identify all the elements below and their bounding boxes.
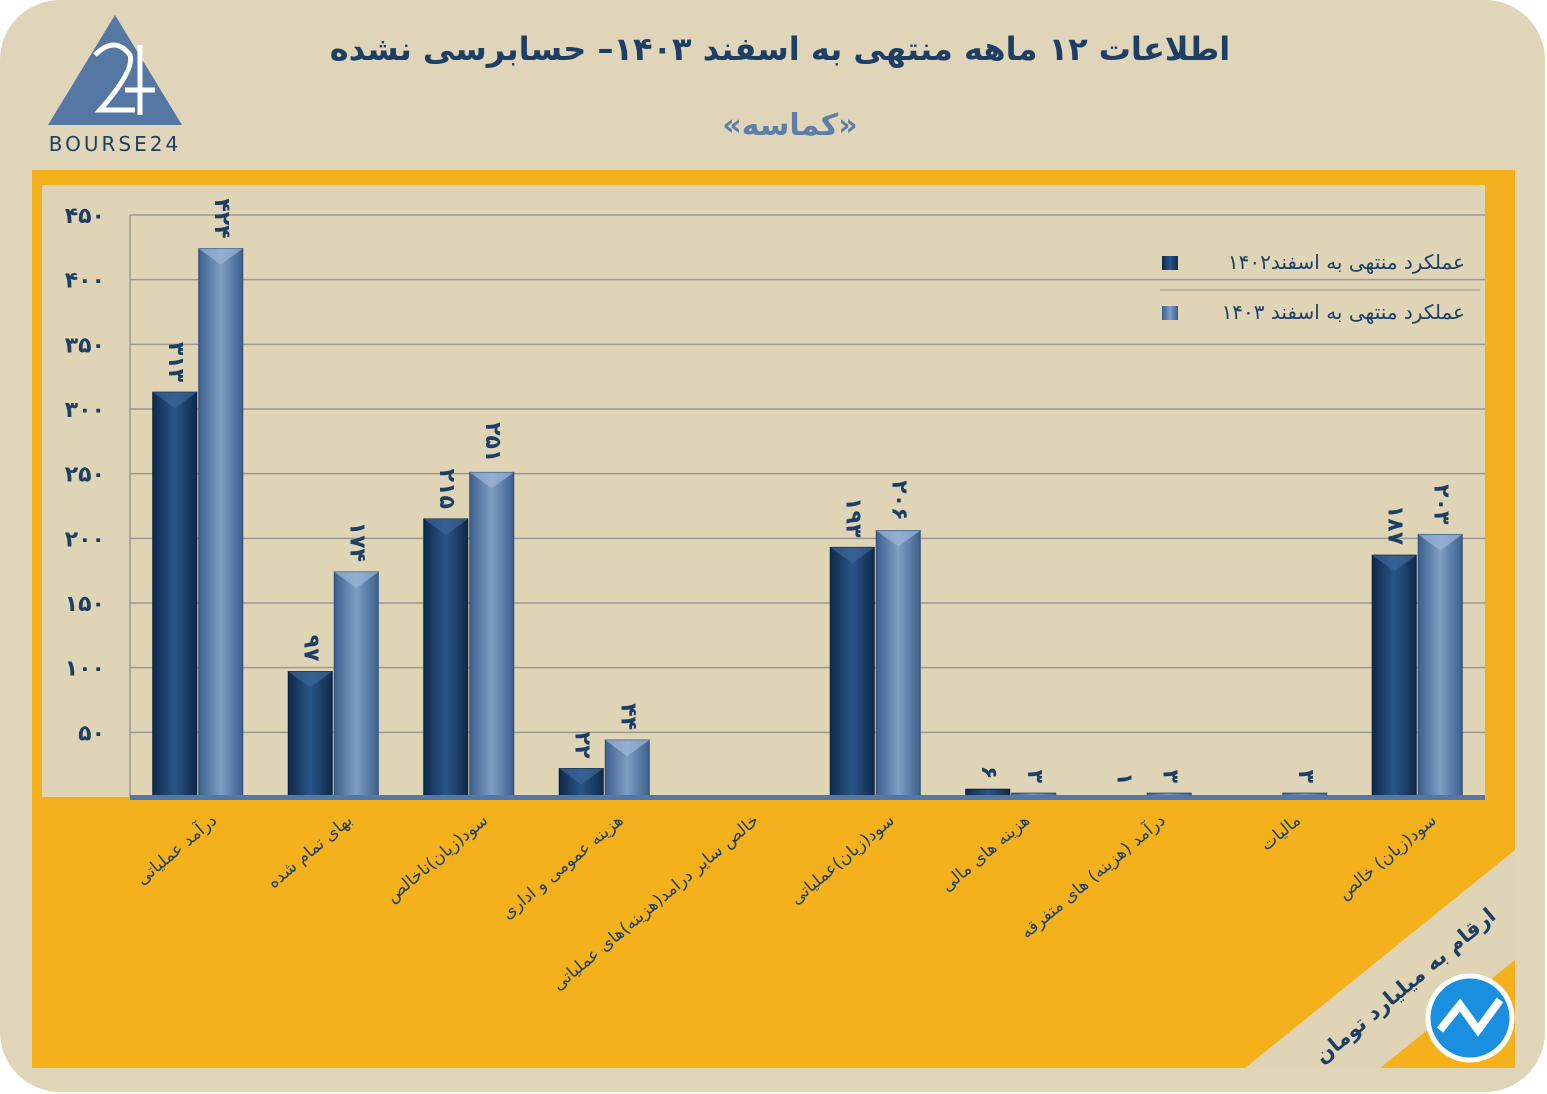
- legend-swatch: [1162, 306, 1178, 320]
- logo-text: BOURSE24: [48, 132, 182, 156]
- y-tick-label: ۳۵۰: [65, 333, 105, 358]
- data-label: ۱۷۴: [344, 522, 369, 562]
- data-label: ۳: [1022, 770, 1047, 784]
- bar: [333, 571, 379, 798]
- data-label: ۲۲: [569, 732, 594, 759]
- x-tick-label: سود(زیان) خالص: [1334, 811, 1440, 904]
- legend-swatch: [1162, 256, 1178, 270]
- y-tick-label: ۲۰۰: [65, 527, 105, 552]
- y-tick-label: ۴۰۰: [65, 269, 105, 294]
- bar: [829, 546, 875, 798]
- bar: [287, 671, 333, 798]
- data-label: ۳: [1293, 770, 1318, 784]
- bar: [469, 471, 515, 798]
- data-label: ۲۱۵: [434, 469, 459, 509]
- x-tick-label: هزینه های مالی: [937, 811, 1034, 897]
- bar: [152, 391, 198, 798]
- trend-arrow-icon: [1436, 997, 1504, 1037]
- bar-bevel: [830, 547, 875, 564]
- data-label: ۳: [1157, 770, 1182, 784]
- data-label: ۲۰۶: [886, 480, 911, 520]
- bar: [875, 530, 921, 798]
- data-label: ۹۷: [298, 635, 323, 662]
- bar-bevel: [559, 768, 604, 785]
- data-label: ۲۰۳: [1428, 484, 1453, 525]
- bar-bevel: [152, 392, 197, 409]
- bar-bevel: [1418, 534, 1463, 551]
- data-label: ۱۸۷: [1382, 505, 1407, 546]
- bar-bevel: [288, 671, 333, 688]
- y-tick-label: ۱۵۰: [65, 592, 105, 617]
- x-tick-label: درآمد (هزینه) های متفرقه: [1016, 809, 1170, 943]
- data-label: ۱۹۳: [840, 497, 865, 538]
- bar: [423, 518, 469, 798]
- x-tick-label: هزینه عمومی و اداری: [498, 811, 628, 924]
- page-title: اطلاعات ۱۲ ماهه منتهی به اسفند ۱۴۰۳– حسا…: [329, 30, 1231, 68]
- legend-label: عملکرد منتهی به اسفند ۱۴۰۳: [1222, 300, 1465, 324]
- legend-label: عملکرد منتهی به اسفند۱۴۰۲: [1228, 250, 1465, 274]
- x-tick-label: درآمد عملیاتی: [131, 809, 221, 889]
- y-tick-label: ۵۰: [78, 721, 105, 746]
- x-tick-label: سود(زیان)عملیاتی: [787, 811, 899, 909]
- x-tick-label: مالیات: [1257, 811, 1305, 856]
- x-axis: [130, 795, 1485, 800]
- bar-bevel: [876, 530, 921, 547]
- data-label: ۲۵۱: [480, 422, 505, 462]
- y-tick-label: ۱۰۰: [65, 657, 105, 682]
- y-tick-label: ۴۵۰: [65, 204, 105, 229]
- data-label: ۴۴: [615, 703, 640, 730]
- x-tick-label: بهای تمام شده: [264, 811, 357, 893]
- bar-bevel: [423, 518, 468, 535]
- bar-bevel: [334, 571, 379, 588]
- y-tick-label: ۲۵۰: [65, 463, 105, 488]
- bar: [1371, 554, 1417, 798]
- plot-area: [42, 185, 1485, 797]
- data-label: ۴۲۴: [209, 198, 234, 238]
- bar: [1417, 533, 1463, 798]
- y-tick-label: ۳۰۰: [65, 398, 105, 423]
- x-tick-label: سود(زیان)ناخالص: [383, 811, 492, 907]
- bar-bevel: [469, 472, 514, 489]
- bar-bevel: [198, 248, 243, 265]
- bourse24-logo: [48, 15, 182, 125]
- data-label: ۶: [976, 766, 1001, 779]
- company-name: «کماسه»: [722, 108, 858, 143]
- bar-bevel: [1372, 555, 1417, 572]
- bar: [198, 248, 244, 798]
- bar-bevel: [605, 740, 650, 757]
- data-label: ۱: [1111, 772, 1136, 785]
- data-label: ۳۱۳: [163, 342, 188, 383]
